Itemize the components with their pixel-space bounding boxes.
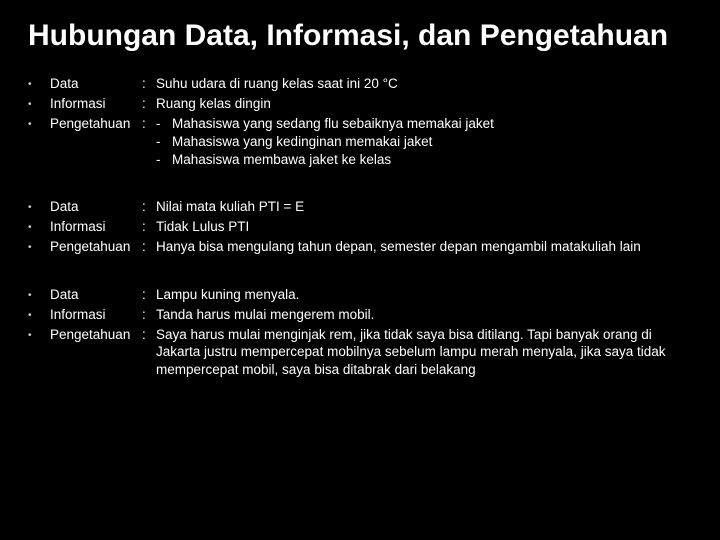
example-group-2: • Data : Nilai mata kuliah PTI = E • Inf… bbox=[28, 198, 692, 255]
bullet-icon: • bbox=[28, 115, 50, 131]
row-pengetahuan: • Pengetahuan : -Mahasiswa yang sedang f… bbox=[28, 115, 692, 168]
row-informasi: • Informasi : Ruang kelas dingin bbox=[28, 95, 692, 113]
bullet-icon: • bbox=[28, 95, 50, 111]
bullet-icon: • bbox=[28, 326, 50, 342]
sub-item: -Mahasiswa membawa jaket ke kelas bbox=[156, 151, 692, 169]
value-informasi: Ruang kelas dingin bbox=[156, 95, 692, 113]
sub-text: Mahasiswa yang sedang flu sebaiknya mema… bbox=[172, 115, 692, 133]
value-data: Lampu kuning menyala. bbox=[156, 286, 692, 304]
colon: : bbox=[142, 115, 156, 133]
label-informasi: Informasi bbox=[50, 218, 142, 236]
sub-text: Mahasiswa yang kedinginan memakai jaket bbox=[172, 133, 692, 151]
bullet-icon: • bbox=[28, 306, 50, 322]
value-data: Nilai mata kuliah PTI = E bbox=[156, 198, 692, 216]
bullet-icon: • bbox=[28, 218, 50, 234]
example-group-1: • Data : Suhu udara di ruang kelas saat … bbox=[28, 75, 692, 168]
sub-item: -Mahasiswa yang sedang flu sebaiknya mem… bbox=[156, 115, 692, 133]
slide-title: Hubungan Data, Informasi, dan Pengetahua… bbox=[28, 18, 692, 53]
bullet-icon: • bbox=[28, 286, 50, 302]
row-informasi: • Informasi : Tidak Lulus PTI bbox=[28, 218, 692, 236]
colon: : bbox=[142, 75, 156, 93]
row-data: • Data : Nilai mata kuliah PTI = E bbox=[28, 198, 692, 216]
label-informasi: Informasi bbox=[50, 95, 142, 113]
label-data: Data bbox=[50, 286, 142, 304]
row-pengetahuan: • Pengetahuan : Saya harus mulai menginj… bbox=[28, 326, 692, 379]
dash-icon: - bbox=[156, 115, 172, 133]
value-informasi: Tidak Lulus PTI bbox=[156, 218, 692, 236]
example-group-3: • Data : Lampu kuning menyala. • Informa… bbox=[28, 286, 692, 379]
bullet-icon: • bbox=[28, 238, 50, 254]
value-data: Suhu udara di ruang kelas saat ini 20 °C bbox=[156, 75, 692, 93]
bullet-icon: • bbox=[28, 198, 50, 214]
label-pengetahuan: Pengetahuan bbox=[50, 115, 142, 133]
label-data: Data bbox=[50, 198, 142, 216]
value-informasi: Tanda harus mulai mengerem mobil. bbox=[156, 306, 692, 324]
label-informasi: Informasi bbox=[50, 306, 142, 324]
label-pengetahuan: Pengetahuan bbox=[50, 238, 142, 256]
dash-icon: - bbox=[156, 133, 172, 151]
row-data: • Data : Suhu udara di ruang kelas saat … bbox=[28, 75, 692, 93]
colon: : bbox=[142, 286, 156, 304]
colon: : bbox=[142, 198, 156, 216]
row-pengetahuan: • Pengetahuan : Hanya bisa mengulang tah… bbox=[28, 238, 692, 256]
dash-icon: - bbox=[156, 151, 172, 169]
colon: : bbox=[142, 238, 156, 256]
value-pengetahuan: Saya harus mulai menginjak rem, jika tid… bbox=[156, 326, 692, 379]
bullet-icon: • bbox=[28, 75, 50, 91]
colon: : bbox=[142, 326, 156, 344]
label-data: Data bbox=[50, 75, 142, 93]
row-informasi: • Informasi : Tanda harus mulai mengerem… bbox=[28, 306, 692, 324]
colon: : bbox=[142, 218, 156, 236]
colon: : bbox=[142, 306, 156, 324]
colon: : bbox=[142, 95, 156, 113]
sub-item: -Mahasiswa yang kedinginan memakai jaket bbox=[156, 133, 692, 151]
value-pengetahuan: -Mahasiswa yang sedang flu sebaiknya mem… bbox=[156, 115, 692, 168]
sub-text: Mahasiswa membawa jaket ke kelas bbox=[172, 151, 692, 169]
value-pengetahuan: Hanya bisa mengulang tahun depan, semest… bbox=[156, 238, 692, 256]
label-pengetahuan: Pengetahuan bbox=[50, 326, 142, 344]
row-data: • Data : Lampu kuning menyala. bbox=[28, 286, 692, 304]
content-groups: • Data : Suhu udara di ruang kelas saat … bbox=[28, 75, 692, 379]
